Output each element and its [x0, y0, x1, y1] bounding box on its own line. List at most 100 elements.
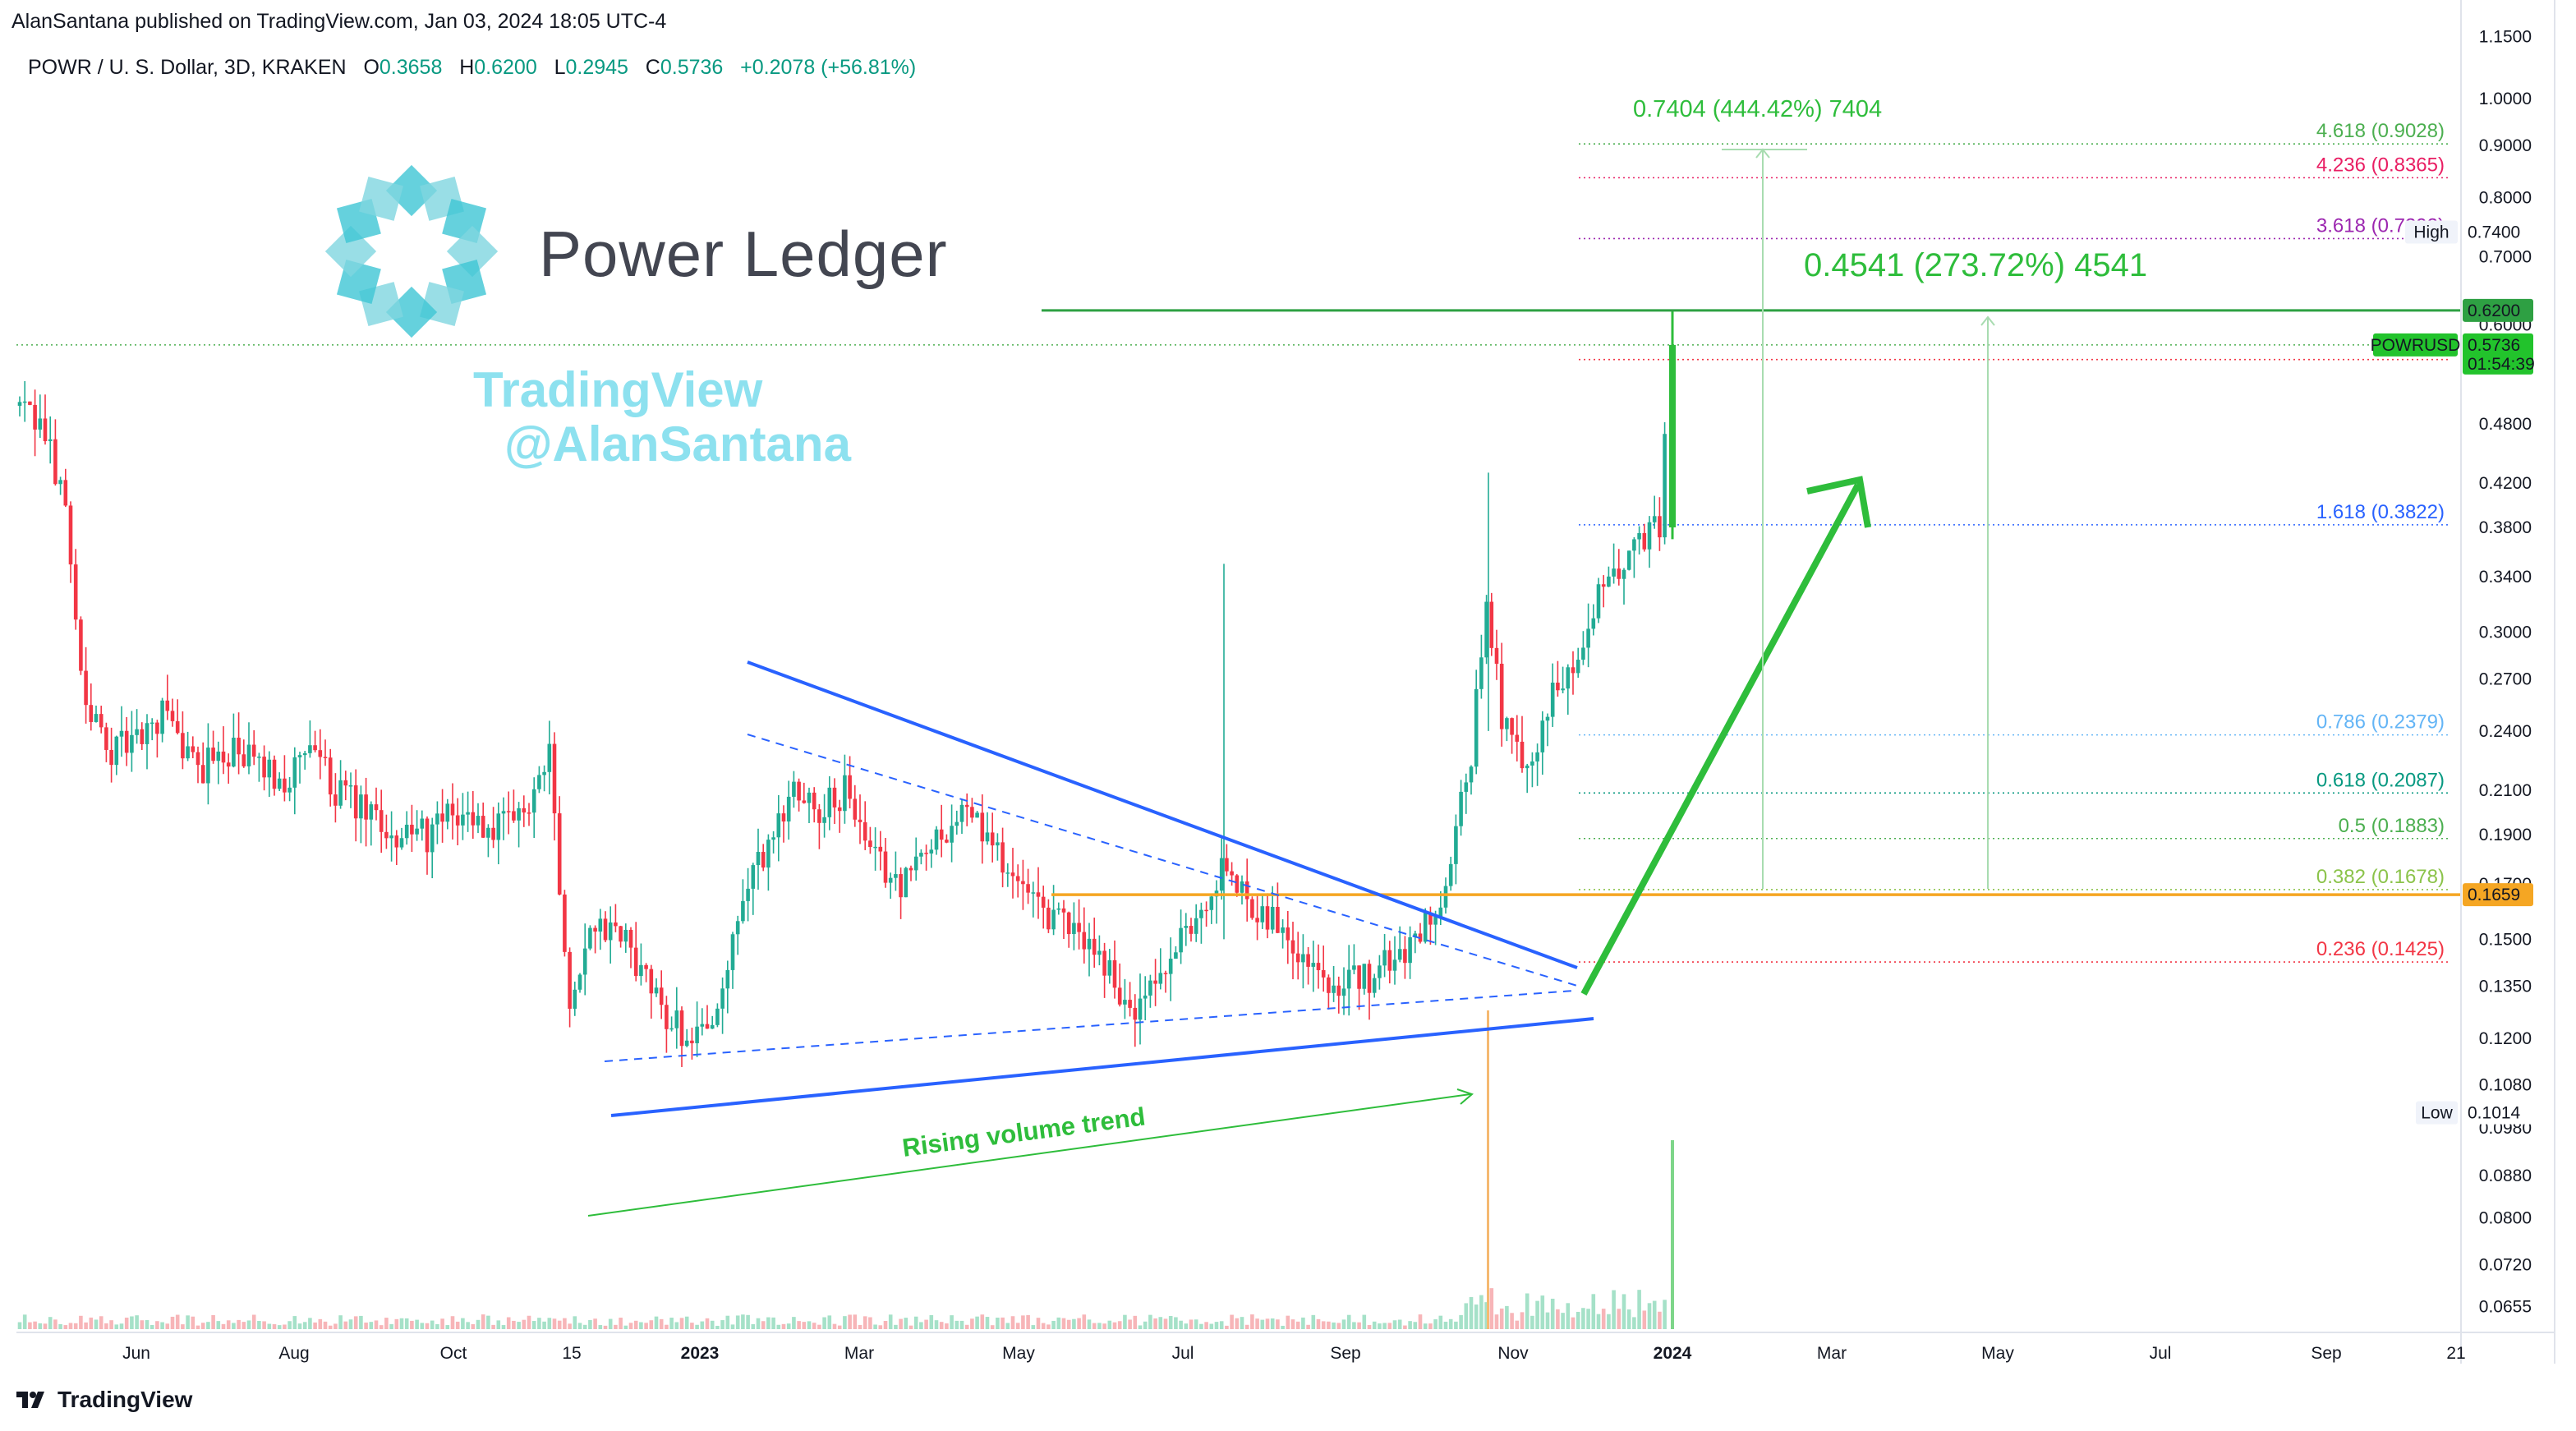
volume-bar: [582, 1324, 587, 1329]
candle-body: [883, 851, 888, 883]
candle-body: [873, 846, 877, 849]
price-tag: [2463, 333, 2533, 375]
y-tick-label: 0.1500: [2479, 930, 2532, 949]
candle-body: [878, 846, 883, 852]
candle-body: [1072, 923, 1076, 935]
candle-body: [262, 757, 266, 778]
change-value: +0.2078 (+56.81%): [740, 56, 917, 79]
candle-body: [929, 849, 934, 854]
logo-center: [379, 219, 444, 284]
y-tick-label: 1.0000: [2479, 90, 2532, 108]
volume-bar: [1306, 1324, 1310, 1329]
volume-bar: [985, 1317, 990, 1329]
volume-bar: [58, 1323, 62, 1329]
volume-bar: [84, 1322, 88, 1329]
volume-bar: [959, 1320, 964, 1329]
volume-bar: [929, 1314, 934, 1329]
volume-bar: [1235, 1318, 1240, 1329]
candle-body: [802, 800, 807, 803]
candle-body: [756, 852, 761, 866]
volume-bar: [827, 1315, 832, 1329]
open-value: 0.3658: [379, 56, 443, 79]
candle-body: [1658, 516, 1662, 538]
footer-brand[interactable]: TradingView: [16, 1387, 192, 1413]
candle-body: [124, 730, 129, 753]
candle-body: [200, 765, 205, 784]
tradingview-logo-icon: [16, 1392, 44, 1408]
volume-bar: [1051, 1320, 1056, 1329]
volume-bar: [124, 1317, 129, 1329]
candle-body: [1204, 909, 1208, 912]
volume-bar: [33, 1321, 37, 1329]
candle-body: [628, 929, 633, 948]
volume-bar: [531, 1321, 536, 1329]
volume-bar: [710, 1320, 715, 1329]
volume-bar: [1179, 1320, 1183, 1329]
volume-bar: [334, 1323, 338, 1329]
candle-body: [1056, 908, 1061, 910]
candle-body: [1382, 950, 1387, 966]
candle-body: [1566, 667, 1571, 689]
candle-body: [1092, 938, 1097, 955]
candle-body: [1561, 688, 1565, 691]
volume-bar: [506, 1317, 511, 1329]
candle-body: [43, 418, 48, 442]
candle-body: [985, 832, 990, 842]
volume-bar: [766, 1317, 770, 1329]
candle-body: [1459, 791, 1463, 826]
volume-bar: [404, 1318, 409, 1329]
x-tick-label: 15: [562, 1344, 581, 1363]
volume-bar: [1336, 1323, 1341, 1329]
volume-bar: [308, 1318, 312, 1329]
volume-bar: [1143, 1321, 1148, 1329]
candle-body: [175, 720, 180, 734]
y-tick-label: 0.0720: [2479, 1255, 2532, 1274]
candle-body: [364, 794, 368, 820]
volume-bar: [1290, 1319, 1295, 1329]
volume-bar: [1515, 1320, 1520, 1329]
volume-bar: [323, 1321, 328, 1329]
volume-bar: [1225, 1325, 1229, 1329]
volume-bar: [1671, 1140, 1674, 1329]
volume-bar: [22, 1314, 27, 1329]
volume-bar: [109, 1320, 113, 1329]
candle-body: [945, 840, 949, 843]
volume-bar: [899, 1318, 903, 1329]
volume-bar: [1061, 1318, 1066, 1329]
candle-body: [114, 736, 119, 766]
candle-body: [394, 835, 399, 848]
candle-body: [527, 812, 531, 814]
volume-bar: [588, 1319, 592, 1329]
volume-bar: [614, 1324, 618, 1329]
volume-bar: [1184, 1323, 1189, 1329]
candle-body: [445, 803, 450, 822]
candle-body: [1102, 950, 1106, 976]
volume-bar: [73, 1323, 78, 1329]
candle-body: [384, 831, 389, 839]
low-label: L: [554, 56, 566, 79]
volume-bar: [1378, 1323, 1382, 1329]
candle-body: [776, 813, 781, 838]
volume-bar: [1036, 1318, 1041, 1329]
volume-bar: [68, 1323, 73, 1329]
volume-bar: [297, 1323, 302, 1329]
fib-level-label: 1.618 (0.3822): [2316, 501, 2445, 523]
volume-bar: [1622, 1294, 1626, 1329]
candle-body: [1041, 896, 1046, 908]
volume-bar: [1332, 1322, 1336, 1329]
volume-bar: [756, 1318, 761, 1329]
fib-level-label: 0.5 (0.1883): [2339, 815, 2445, 837]
candle-body: [476, 816, 481, 826]
volume-bar: [1153, 1318, 1157, 1329]
candle-body: [170, 711, 175, 721]
candle-body: [797, 781, 801, 801]
candle-body: [970, 807, 974, 818]
x-tick-label: Jul: [1172, 1344, 1194, 1363]
volume-bar: [130, 1316, 134, 1329]
volume-bar: [1367, 1324, 1372, 1329]
volume-bar: [695, 1324, 699, 1329]
volume-bar: [1545, 1312, 1550, 1329]
volume-bar: [262, 1321, 266, 1329]
volume-bar: [1123, 1314, 1127, 1329]
